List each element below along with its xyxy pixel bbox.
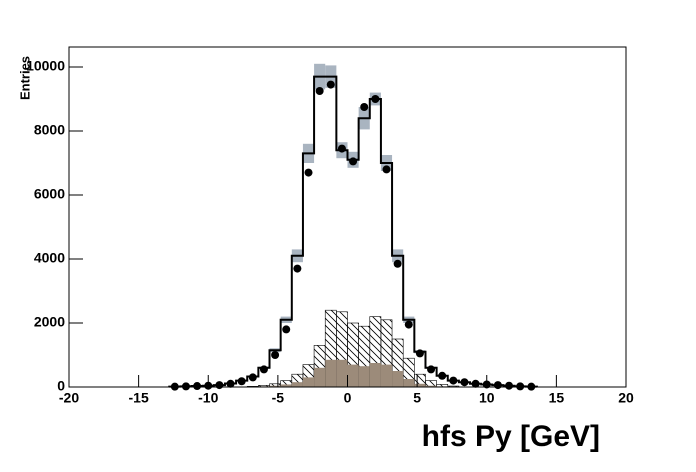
histogram-bin [369, 99, 381, 387]
histogram-bin [358, 366, 370, 387]
data-point [427, 365, 436, 374]
data-point [516, 382, 525, 391]
x-tick-label: -15 [129, 390, 149, 406]
histogram-bin [269, 350, 281, 387]
histogram-bin [302, 377, 315, 387]
histogram-bin [280, 384, 292, 387]
data-point [181, 382, 190, 391]
x-tick-label: -5 [272, 390, 285, 406]
data-point [438, 371, 447, 380]
x-tick-label: -20 [59, 390, 79, 406]
y-tick-label: 10000 [26, 58, 65, 74]
histogram-bin [314, 76, 326, 387]
histogram-bin [302, 153, 315, 387]
data-point [382, 165, 391, 174]
histogram-bin [336, 150, 348, 387]
histogram-bin [425, 385, 437, 387]
y-tick-label: 0 [57, 378, 65, 394]
x-tick-label: 15 [549, 390, 565, 406]
x-tick-label: 5 [413, 390, 421, 406]
histogram-bin [247, 376, 259, 387]
data-point [248, 373, 257, 382]
y-tick-label: 8000 [34, 122, 65, 138]
y-tick-label: 2000 [34, 314, 65, 330]
histogram-bin [425, 367, 437, 387]
histogram-bin [325, 359, 337, 387]
histogram-bin [280, 319, 292, 387]
histogram-bin [403, 379, 415, 387]
data-point [415, 349, 424, 358]
histogram-bin [269, 385, 281, 387]
histogram-bin [392, 371, 404, 387]
histogram-outline [168, 75, 538, 388]
data-point [259, 365, 268, 374]
data-point [349, 157, 358, 166]
histogram-bin [369, 363, 381, 387]
histogram-bin [358, 118, 370, 387]
data-point [326, 80, 335, 89]
y-tick-label: 6000 [34, 186, 65, 202]
y-axis-title: Entries [17, 56, 32, 100]
data-point [460, 378, 469, 387]
data-point [471, 379, 480, 388]
histogram-bin [436, 375, 448, 387]
data-point [505, 381, 514, 390]
data-point [304, 168, 313, 177]
histogram-bin [380, 364, 393, 387]
histogram-bin [347, 159, 359, 387]
histogram-bin [258, 367, 270, 387]
histogram-bin [336, 359, 348, 387]
data-point [393, 259, 402, 268]
x-axis-title: hfs Py [GeV] [422, 420, 600, 453]
histogram-bin [392, 255, 404, 387]
data-point [337, 144, 346, 153]
histogram-bin [325, 76, 337, 387]
x-tick-label: 0 [344, 390, 352, 406]
histogram-bin [347, 364, 359, 387]
histogram-bin [414, 351, 426, 387]
data-point [371, 95, 380, 103]
histogram-bin [380, 163, 393, 387]
y-tick-label: 4000 [34, 250, 65, 266]
x-tick-label: -10 [198, 390, 218, 406]
data-point [493, 381, 502, 390]
data-point [282, 325, 291, 334]
data-point [360, 103, 369, 111]
data-point [271, 351, 280, 359]
data-point [293, 264, 302, 273]
data-point [215, 381, 224, 390]
data-point [449, 376, 458, 385]
histogram-bin [414, 383, 426, 387]
x-tick-label: 10 [479, 390, 495, 406]
histogram-bin [403, 319, 415, 387]
data-point [193, 382, 202, 391]
data-point [237, 377, 246, 386]
histogram-bin [291, 382, 303, 387]
histogram-bin [314, 367, 326, 387]
data-point [226, 379, 235, 388]
data-point [404, 320, 413, 329]
x-tick-label: 20 [618, 390, 634, 406]
histogram-bin [291, 255, 303, 387]
data-point [315, 87, 324, 95]
